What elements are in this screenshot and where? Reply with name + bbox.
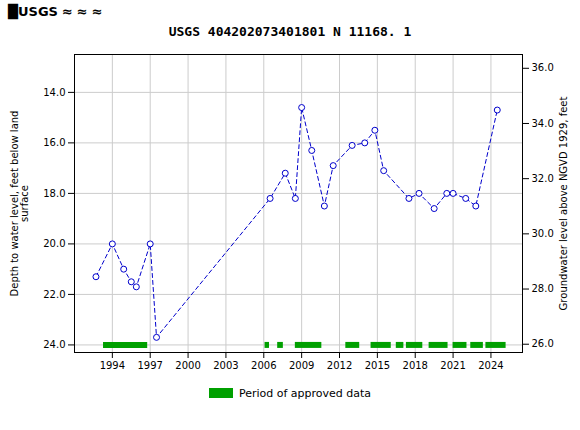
svg-text:1997: 1997: [137, 360, 162, 371]
html-text:Period of approved data: Period of approved data: [238, 386, 372, 400]
svg-text:36.0: 36.0: [532, 62, 554, 73]
svg-text:2012: 2012: [327, 360, 352, 371]
svg-text:1994: 1994: [100, 360, 125, 371]
svg-text:28.0: 28.0: [532, 283, 554, 294]
svg-text:32.0: 32.0: [532, 173, 554, 184]
svg-text:2000: 2000: [175, 360, 200, 371]
svg-text:14.0: 14.0: [43, 87, 65, 98]
svg-text:18.0: 18.0: [43, 188, 65, 199]
svg-text:2015: 2015: [365, 360, 390, 371]
svg-text:20.0: 20.0: [43, 238, 65, 249]
svg-text:2003: 2003: [213, 360, 238, 371]
html-text:USGS 404202073401801 N 11168.: USGS 404202073401801 N 11168. 1: [168, 24, 412, 39]
svg-text:Depth to water level, feet bel: Depth to water level, feet below landsur…: [9, 111, 30, 297]
svg-text:2024: 2024: [478, 360, 503, 371]
svg-text:2006: 2006: [251, 360, 276, 371]
svg-text:16.0: 16.0: [43, 137, 65, 148]
svg-text:2018: 2018: [403, 360, 428, 371]
svg-text:2021: 2021: [440, 360, 465, 371]
svg-text:26.0: 26.0: [532, 338, 554, 349]
svg-text:30.0: 30.0: [532, 228, 554, 239]
html-text:█USGS ≈ ≈ ≈: █USGS ≈ ≈ ≈: [8, 3, 103, 19]
svg-text:34.0: 34.0: [532, 118, 554, 129]
svg-text:22.0: 22.0: [43, 289, 65, 300]
svg-text:2009: 2009: [289, 360, 314, 371]
svg-text:24.0: 24.0: [43, 339, 65, 350]
svg-text:Groundwater level above NGVD 1: Groundwater level above NGVD 1929, feet: [558, 97, 569, 311]
